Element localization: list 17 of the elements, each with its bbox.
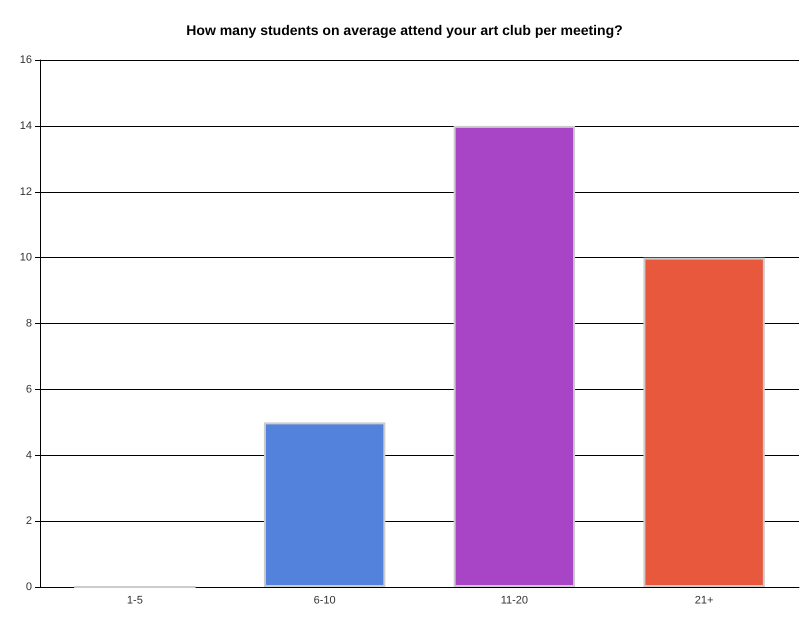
bar [454,126,576,587]
y-tick-label: 10 [20,252,32,264]
x-tick-label: 1-5 [126,594,143,606]
y-tick-label: 8 [26,318,32,330]
bar [264,422,386,587]
y-tick-label: 14 [20,120,32,132]
x-tick-label: 21+ [694,594,714,606]
y-tick-label: 16 [20,54,32,66]
y-tick-label: 6 [26,383,32,396]
chart-title: How many students on average attend your art club per meeting? [186,22,623,38]
bar [643,258,765,587]
y-tick-label: 12 [20,186,32,198]
x-tick-label: 11-20 [500,594,528,606]
x-tick-label: 6-10 [314,594,336,606]
y-tick-label: 2 [26,515,32,528]
y-tick-label: 4 [26,449,32,462]
y-tick-label: 0 [26,581,32,593]
